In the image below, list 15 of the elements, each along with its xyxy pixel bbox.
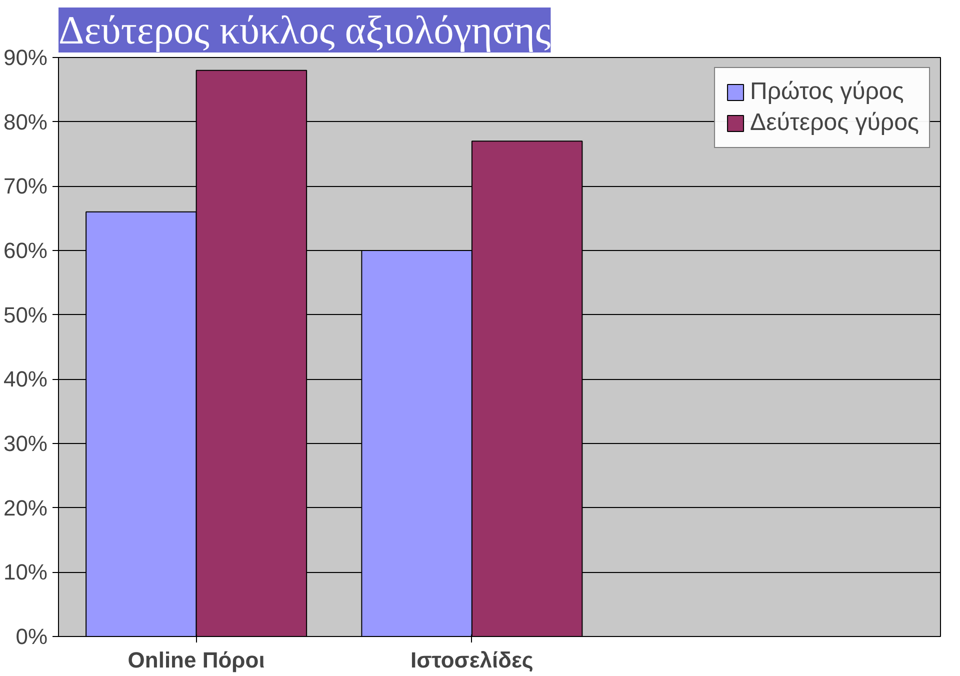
legend-label: Δεύτερος γύρος [750, 109, 919, 137]
legend-label: Πρώτος γύρος [750, 78, 904, 106]
y-tick-label: 50% [3, 302, 48, 328]
y-tick-label: 60% [3, 238, 48, 263]
y-tick-label: 30% [3, 431, 48, 456]
chart-title: Δεύτερος κύκλος αξιολόγησης [58, 8, 551, 52]
y-tick-label: 80% [3, 109, 48, 134]
x-tick-label: Online Πόροι [128, 648, 265, 672]
y-tick-label: 70% [3, 174, 48, 199]
y-tick-label: 0% [16, 624, 48, 649]
y-tick-label: 20% [3, 495, 48, 520]
y-tick-label: 90% [3, 45, 48, 70]
y-tick-label: 40% [3, 366, 48, 392]
x-tick-label: Ιστοσελίδες [410, 648, 534, 672]
y-tick-label: 10% [3, 560, 48, 585]
